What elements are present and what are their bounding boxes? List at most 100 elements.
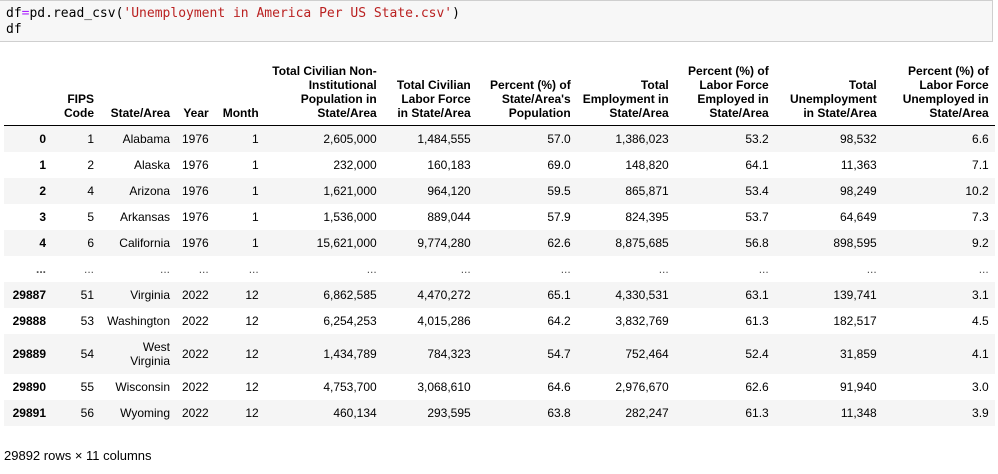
table-cell: 460,134: [333, 405, 377, 420]
table-cell: 8,875,685: [615, 235, 669, 250]
column-header: State/Area: [100, 64, 176, 126]
table-cell: 56.8: [745, 235, 769, 250]
code-cell-input[interactable]: df=pd.read_csv('Unemployment in America …: [0, 0, 993, 42]
table-cell: 53: [80, 313, 94, 328]
table-cell: 4,015,286: [417, 313, 471, 328]
table-cell: ...: [460, 261, 471, 276]
table-cell: 4.1: [972, 346, 989, 361]
table-cell: 1: [252, 183, 259, 198]
table-cell: 61.3: [745, 405, 769, 420]
table-cell: 3.1: [972, 287, 989, 302]
table-cell: ...: [83, 261, 94, 276]
table-cell: 31,859: [840, 346, 877, 361]
table-cell: ...: [978, 261, 989, 276]
table-cell: 4,330,531: [615, 287, 669, 302]
table-cell: 2,605,000: [323, 131, 377, 146]
table-cell: ...: [248, 261, 259, 276]
table-cell: 59.5: [547, 183, 571, 198]
table-cell: ...: [366, 261, 377, 276]
table-cell: 9.2: [972, 235, 989, 250]
column-header: Total Employment in State/Area: [576, 64, 675, 126]
index-column-header: [4, 64, 52, 126]
table-cell: ...: [560, 261, 571, 276]
table-cell: 282,247: [625, 405, 669, 420]
row-count-footer: 29892 rows × 11 columns: [4, 448, 152, 463]
table-cell: 2022: [182, 287, 209, 302]
table-cell: 1: [252, 209, 259, 224]
table-row: 3 5 Arkansas 1976 1 1,536,000 889,044 57.9 824,3…: [4, 204, 995, 230]
table-cell: 12: [245, 405, 259, 420]
table-row: 1 2 Alaska 1976 1 232,000 160,183 69.0 148,820 64…: [4, 152, 995, 178]
table-cell: 2022: [182, 346, 209, 361]
row-index: 29889: [12, 346, 46, 361]
row-index: 1: [39, 157, 46, 172]
table-cell: 11,363: [840, 157, 877, 172]
column-header: Month: [214, 64, 265, 126]
table-cell: 2022: [182, 379, 209, 394]
table-cell: 3.0: [972, 379, 989, 394]
column-header: Year: [176, 64, 215, 126]
table-cell: Alabama: [122, 131, 170, 146]
column-header: FIPS Code: [52, 64, 100, 126]
table-cell: 6: [87, 235, 94, 250]
header-row: FIPS Code State/Area Year Month Total Civili…: [4, 64, 995, 126]
table-cell: 10.2: [965, 183, 989, 198]
table-cell: 4.5: [972, 313, 989, 328]
table-cell: Wisconsin: [115, 379, 170, 394]
table-header: FIPS Code State/Area Year Month Total Civili…: [4, 64, 995, 126]
table-cell: 824,395: [625, 209, 669, 224]
table-cell: 1976: [182, 131, 209, 146]
table-cell: 1,434,789: [323, 346, 377, 361]
table-cell: ...: [758, 261, 769, 276]
table-cell: 2,976,670: [615, 379, 669, 394]
table-cell: Arkansas: [119, 209, 170, 224]
table-row: 29890 55 Wisconsin 2022 12 4,753,700 3,068,610…: [4, 374, 995, 400]
table-cell: Arizona: [129, 183, 170, 198]
ellipsis-row: ....................................: [4, 256, 995, 282]
column-header: Percent (%) of Labor Force Employed in S…: [674, 64, 775, 126]
table-cell: 1976: [182, 183, 209, 198]
table-cell: 3.9: [972, 405, 989, 420]
table-cell: 182,517: [833, 313, 877, 328]
table-row: 29889 54 West Virginia 2022 12 1,434,789 784,3…: [4, 333, 995, 374]
table-cell: 12: [245, 287, 259, 302]
table-cell: 898,595: [833, 235, 877, 250]
row-index: ...: [35, 261, 46, 276]
table-cell: Washington: [107, 313, 170, 328]
table-cell: California: [119, 235, 170, 250]
table-cell: 52.4: [745, 346, 769, 361]
column-header: Total Civilian Non-Institutional Populat…: [264, 64, 383, 126]
code-line-2: df: [6, 22, 22, 37]
table-cell: 98,249: [840, 183, 877, 198]
row-index: 29888: [12, 313, 46, 328]
table-cell: 1976: [182, 209, 209, 224]
table-cell: 139,741: [833, 287, 877, 302]
row-index: 3: [39, 209, 46, 224]
table-cell: 1,484,555: [417, 131, 471, 146]
table-cell: 2: [87, 157, 94, 172]
table-cell: 3,068,610: [417, 379, 471, 394]
table-cell: 12: [245, 346, 259, 361]
table-row: 29887 51 Virginia 2022 12 6,862,585 4,470,272 6…: [4, 281, 995, 308]
table-row: 2 4 Arizona 1976 1 1,621,000 964,120 59.5 865,87…: [4, 177, 995, 204]
table-cell: Alaska: [133, 157, 170, 172]
table-cell: 784,323: [427, 346, 471, 361]
table-cell: ...: [159, 261, 170, 276]
table-cell: 65.1: [547, 287, 571, 302]
table-cell: 889,044: [427, 209, 471, 224]
table-cell: 9,774,280: [417, 235, 471, 250]
table-body: 0 1 Alabama 1976 1 2,605,000 1,484,555 57.0 1,38…: [4, 125, 995, 426]
table-cell: 63.8: [547, 405, 571, 420]
table-cell: 64.6: [547, 379, 571, 394]
table-cell: 51: [80, 287, 94, 302]
table-cell: 1976: [182, 235, 209, 250]
column-header: Percent (%) of State/Area's Population: [476, 64, 577, 126]
table-cell: 232,000: [333, 157, 377, 172]
row-index: 29887: [12, 287, 46, 302]
table-cell: ...: [866, 261, 877, 276]
table-cell: 4: [87, 183, 94, 198]
table-cell: 1,536,000: [323, 209, 377, 224]
table-row: 4 6 California 1976 1 15,621,000 9,774,280 62.6…: [4, 229, 995, 256]
row-index: 4: [39, 235, 46, 250]
table-cell: 148,820: [625, 157, 669, 172]
